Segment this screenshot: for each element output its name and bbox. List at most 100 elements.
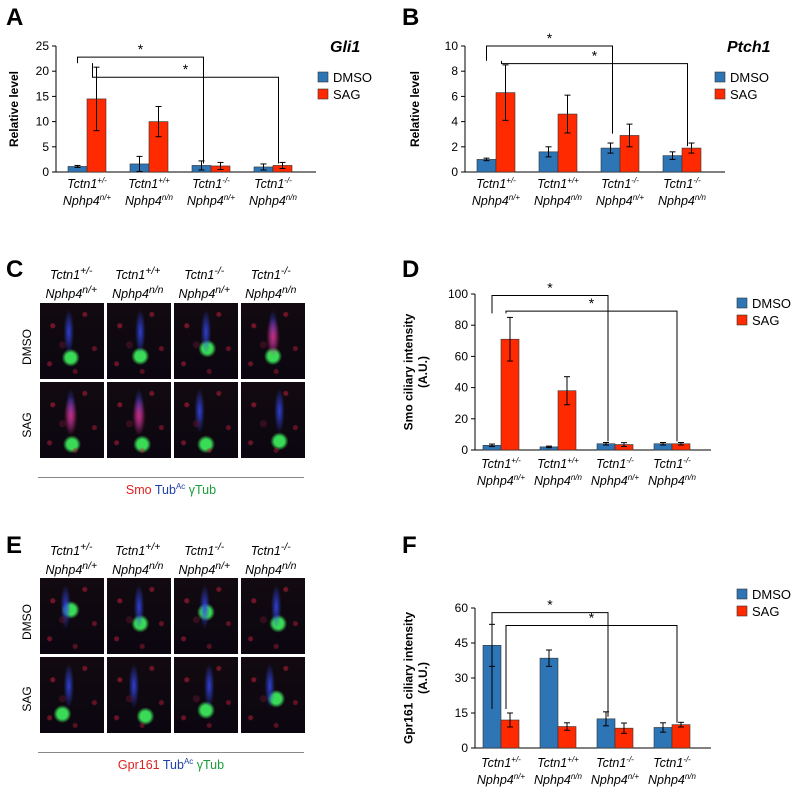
significance-star: * <box>547 597 553 613</box>
legend-label-dmso: DMSO <box>752 587 791 602</box>
micro-c-row-label-sag: SAG <box>20 412 34 438</box>
y-tick-label: 0 <box>451 165 458 179</box>
significance-star: * <box>589 610 595 626</box>
category-label: Nphp4n/n <box>658 193 707 208</box>
genotype-header: Tctn1+/- Nphp4n/+ <box>45 542 98 578</box>
category-label: Tctn1+/+ <box>537 456 579 471</box>
category-label: Tctn1-/- <box>254 176 292 191</box>
y-tick-label: 5 <box>42 140 49 154</box>
category-label: Nphp4n/+ <box>477 772 526 787</box>
y-tick-label: 45 <box>455 636 469 650</box>
category-label: Tctn1-/- <box>653 755 691 770</box>
y-tick-label: 20 <box>455 412 469 426</box>
bar-sag <box>671 724 691 749</box>
y-axis-title: Relative level <box>7 71 21 147</box>
category-label: Nphp4n/n <box>534 193 583 208</box>
category-label: Tctn1+/+ <box>128 176 170 191</box>
y-tick-label: 20 <box>36 64 50 78</box>
significance-bracket <box>505 310 678 442</box>
y-tick-label: 0 <box>461 741 468 755</box>
significance-star: * <box>592 48 598 64</box>
y-tick-label: 10 <box>445 39 459 53</box>
category-label: Nphp4n/+ <box>477 473 526 488</box>
category-label: Tctn1+/+ <box>537 755 579 770</box>
chart-title: Gli1 <box>330 39 360 56</box>
genotype-header: Tctn1-/- Nphp4n/+ <box>178 266 231 302</box>
micro-c-grid <box>40 303 305 458</box>
micro-c-row-label-dmso: DMSO <box>20 329 34 365</box>
category-label: Nphp4n/n <box>125 193 174 208</box>
category-label: Tctn1-/- <box>601 176 639 191</box>
micrograph-image <box>107 578 171 654</box>
micrograph-image <box>241 657 305 733</box>
micrograph-image <box>174 657 238 733</box>
y-tick-label: 15 <box>36 89 50 103</box>
chart-title: Ptch1 <box>727 39 771 56</box>
legend-label-sag: SAG <box>730 87 757 102</box>
category-label: Tctn1+/- <box>476 176 516 191</box>
y-tick-label: 6 <box>451 89 458 103</box>
legend-swatch-sag <box>736 314 748 326</box>
chart-smo-intensity: 0 20 40 60 80 100 Smo ciliary intensity(A.U.) T… <box>402 280 791 488</box>
micrograph-image <box>174 382 238 458</box>
genotype-header: Tctn1+/+ Nphp4n/n <box>112 266 164 302</box>
panel-letter-d: D <box>402 256 420 283</box>
category-label: Tctn1-/- <box>653 456 691 471</box>
y-tick-label: 2 <box>451 140 458 154</box>
y-tick-label: 25 <box>36 39 50 53</box>
y-tick-label: 10 <box>36 115 50 129</box>
micrograph-image <box>40 578 104 654</box>
legend-swatch-dmso <box>714 71 726 83</box>
legend-label-dmso: DMSO <box>730 70 769 85</box>
micro-e-genotype-header: Tctn1+/- Nphp4n/+ Tctn1+/+ Nphp4n/n Tctn1-… <box>38 540 304 578</box>
micrograph-image <box>40 657 104 733</box>
genotype-header: Tctn1+/- Nphp4n/+ <box>45 266 98 302</box>
significance-bracket <box>491 295 609 442</box>
significance-star: * <box>138 41 144 57</box>
bar-dmso <box>539 657 559 749</box>
genotype-header: Tctn1-/- Nphp4n/n <box>245 266 297 302</box>
category-label: Tctn1+/- <box>67 176 107 191</box>
category-label: Nphp4n/n <box>648 772 697 787</box>
y-tick-label: 40 <box>455 381 469 395</box>
micro-e-row-label-sag: SAG <box>20 686 34 712</box>
category-label: Tctn1-/- <box>663 176 701 191</box>
stain-label: Gpr161 <box>117 758 160 773</box>
micro-e-grid <box>40 578 305 733</box>
panel-letter-a: A <box>6 4 24 31</box>
micro-c-genotype-header: Tctn1+/- Nphp4n/+ Tctn1+/+ Nphp4n/n Tctn1-… <box>38 264 304 302</box>
micrograph-image <box>241 578 305 654</box>
scale-bar <box>268 733 290 737</box>
category-label: Tctn1-/- <box>192 176 230 191</box>
significance-star: * <box>547 30 553 46</box>
bar-dmso <box>476 159 497 173</box>
category-label: Tctn1+/- <box>481 456 521 471</box>
panel-letter-e: E <box>6 532 23 559</box>
genotype-header: Tctn1-/- Nphp4n/n <box>245 542 297 578</box>
category-label: Nphp4n/n <box>648 473 697 488</box>
y-axis-title: Gpr161 ciliary intensity(A.U.) <box>402 612 430 744</box>
significance-bracket <box>505 625 678 723</box>
significance-bracket <box>92 63 279 164</box>
category-label: Nphp4n/+ <box>472 193 521 208</box>
significance-bracket <box>486 45 613 134</box>
micro-c-stain-legend: Smo TubAc γTub <box>38 482 304 497</box>
category-label: Nphp4n/+ <box>63 193 112 208</box>
micrograph-image <box>107 303 171 379</box>
y-tick-label: 60 <box>455 601 469 615</box>
significance-bracket <box>491 612 609 717</box>
chart-gpr161-intensity: 0 15 30 45 60 Gpr161 ciliary intensity(A.U.) T… <box>402 587 791 787</box>
category-label: Tctn1+/+ <box>537 176 579 191</box>
genotype-header: Tctn1-/- Nphp4n/+ <box>178 542 231 578</box>
category-label: Tctn1-/- <box>596 456 634 471</box>
legend-label-dmso: DMSO <box>333 70 372 85</box>
category-label: Nphp4n/n <box>534 473 583 488</box>
legend-label-sag: SAG <box>752 604 779 619</box>
legend-label-sag: SAG <box>752 313 779 328</box>
y-tick-label: 8 <box>451 64 458 78</box>
chart-ptch1: 0 2 4 6 8 10 Relative level Ptch1 Tctn1+/- Nphp4n… <box>408 30 771 208</box>
micrograph-image <box>107 657 171 733</box>
micro-e-row-label-dmso: DMSO <box>20 604 34 640</box>
legend-label-sag: SAG <box>333 87 360 102</box>
legend-swatch-sag <box>317 88 329 100</box>
